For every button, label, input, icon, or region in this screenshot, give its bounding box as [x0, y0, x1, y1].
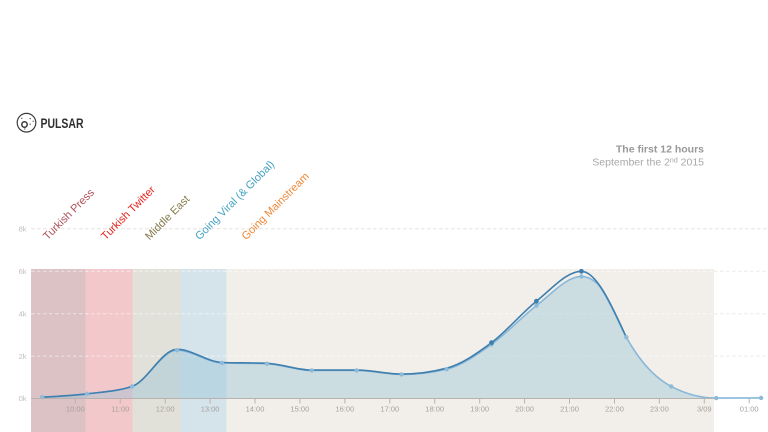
- svg-text:3/09: 3/09: [697, 404, 712, 413]
- svg-text:18:00: 18:00: [425, 404, 444, 413]
- svg-text:September the 2nd 2015: September the 2nd 2015: [592, 157, 704, 169]
- svg-text:12:00: 12:00: [156, 404, 175, 413]
- svg-text:13:00: 13:00: [201, 404, 220, 413]
- svg-text:21:00: 21:00: [560, 404, 579, 413]
- svg-text:6k: 6k: [19, 267, 27, 276]
- svg-text:23:00: 23:00: [650, 404, 669, 413]
- svg-text:17:00: 17:00: [380, 404, 399, 413]
- svg-text:11:00: 11:00: [111, 404, 129, 413]
- svg-text:PULSAR: PULSAR: [41, 116, 84, 131]
- svg-text:The first 12 hours: The first 12 hours: [616, 144, 704, 156]
- svg-text:16:00: 16:00: [336, 404, 355, 413]
- svg-text:20:00: 20:00: [515, 404, 534, 413]
- svg-text:14:00: 14:00: [246, 404, 265, 413]
- svg-text:0k: 0k: [19, 394, 27, 403]
- svg-text:8k: 8k: [19, 225, 27, 234]
- svg-text:01:00: 01:00: [740, 404, 759, 413]
- svg-text:4k: 4k: [19, 309, 27, 318]
- svg-text:22:00: 22:00: [605, 404, 624, 413]
- svg-text:2k: 2k: [19, 352, 27, 361]
- svg-text:15:00: 15:00: [291, 404, 310, 413]
- svg-text:19:00: 19:00: [470, 404, 489, 413]
- svg-text:10:00: 10:00: [66, 404, 85, 413]
